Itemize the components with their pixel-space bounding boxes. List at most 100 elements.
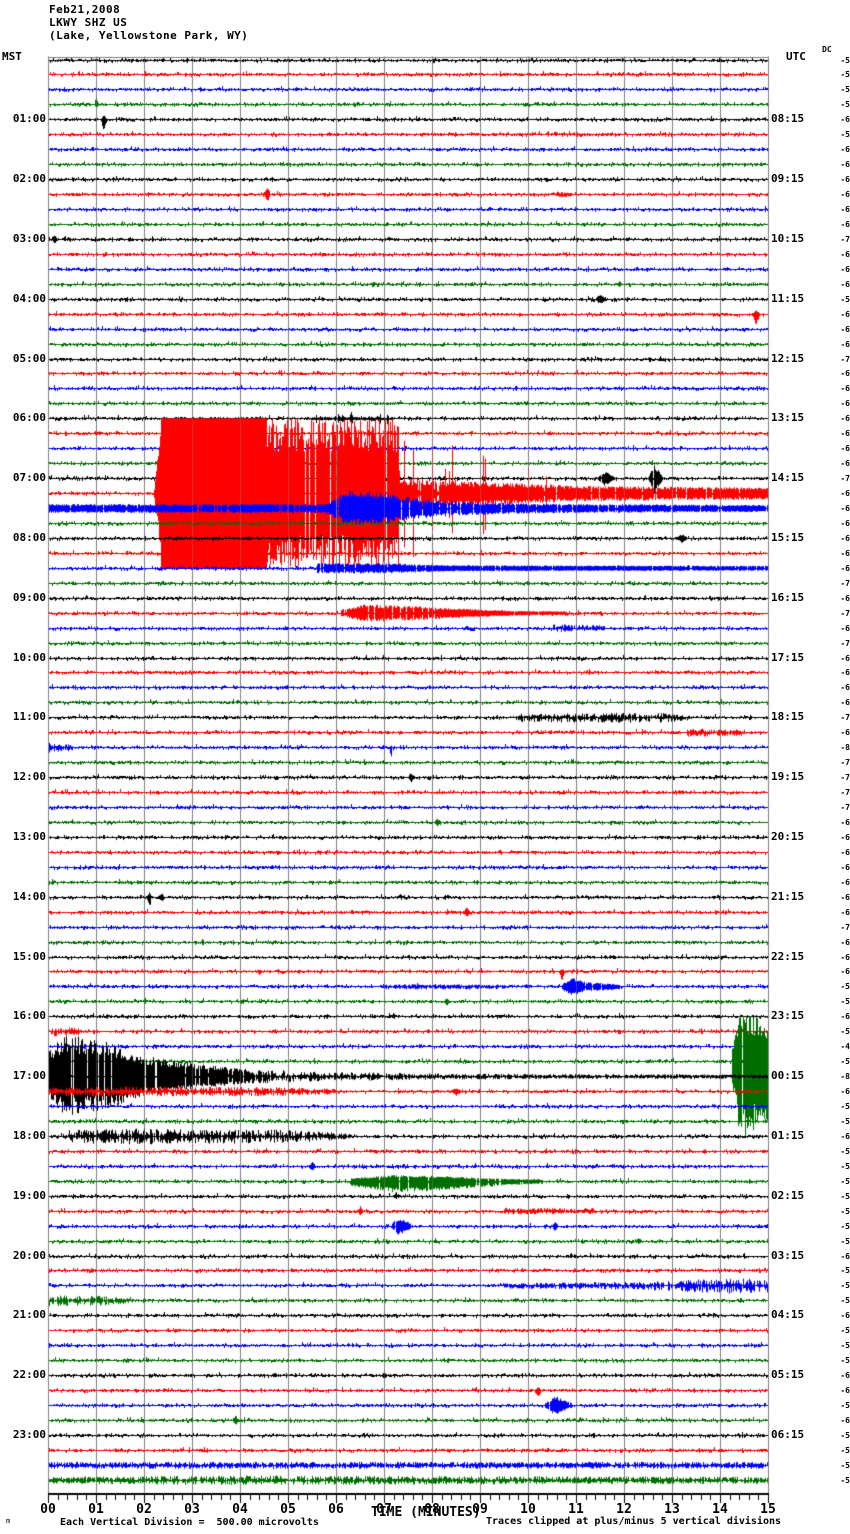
dc-offset-value: -6 — [840, 1415, 850, 1425]
scale-note: Each Vertical Division = 500.00 microvol… — [60, 1517, 319, 1528]
dc-offset-value: -6 — [840, 847, 850, 857]
dc-offset-value: -5 — [840, 1057, 850, 1067]
dc-offset-value: -6 — [840, 683, 850, 693]
mst-hour-label: 23:00 — [12, 1427, 46, 1441]
utc-hour-label: 13:15 — [771, 411, 805, 425]
dc-offset-value: -6 — [840, 668, 850, 678]
dc-offset-value: -7 — [840, 608, 850, 618]
utc-hour-label: 18:15 — [771, 710, 805, 724]
x-axis-minute-label: 02 — [136, 1502, 152, 1517]
mst-hour-label: 01:00 — [12, 112, 46, 126]
dc-offset-value: -7 — [840, 788, 850, 798]
x-axis-minute-label: 09 — [472, 1502, 488, 1517]
x-axis-minute-label: 06 — [328, 1502, 344, 1517]
dc-offset-value: -6 — [840, 1371, 850, 1381]
dc-offset-value: -5 — [840, 1460, 850, 1470]
dc-offset-value: -5 — [840, 1102, 850, 1111]
dc-offset-value: -6 — [840, 1311, 850, 1321]
dc-offset-value: -6 — [840, 907, 850, 917]
dc-offset-value: -6 — [840, 1386, 850, 1396]
utc-hour-label: 08:15 — [771, 112, 805, 126]
dc-offset-value: -6 — [840, 339, 850, 349]
dc-offset-value: -5 — [840, 70, 850, 80]
utc-hour-label: 15:15 — [771, 530, 805, 544]
utc-hour-label: 00:15 — [771, 1069, 805, 1083]
utc-hour-label: 22:15 — [771, 949, 805, 963]
right-timezone-label: UTC — [786, 50, 806, 63]
dc-offset-value: -6 — [840, 369, 850, 379]
x-axis-minute-label: 07 — [376, 1502, 392, 1517]
utc-hour-label: 02:15 — [771, 1188, 805, 1202]
x-axis-minute-label: 08 — [424, 1502, 440, 1517]
mst-hour-label: 04:00 — [12, 291, 46, 305]
dc-offset-value: -6 — [840, 1131, 850, 1141]
dc-offset-value: -6 — [840, 832, 850, 842]
x-axis-minute-label: 05 — [280, 1502, 296, 1517]
dc-offset-value: -6 — [840, 653, 850, 663]
mst-hour-label: 06:00 — [12, 411, 46, 425]
mst-hour-label: 21:00 — [12, 1308, 46, 1322]
dc-offset-value: -5 — [840, 1176, 850, 1186]
dc-offset-value: -6 — [840, 399, 850, 409]
x-axis-minute-label: 01 — [88, 1502, 104, 1517]
dc-offset-value: -6 — [840, 205, 850, 214]
dc-offset-value: -5 — [840, 55, 850, 65]
dc-offset-value: -5 — [840, 85, 850, 95]
corner-mark: m — [6, 1517, 11, 1525]
dc-offset-value: -7 — [840, 758, 850, 768]
dc-offset-value: -6 — [840, 279, 850, 289]
dc-offset-value: -6 — [840, 489, 850, 499]
utc-hour-label: 14:15 — [771, 471, 805, 485]
mst-hour-label: 18:00 — [12, 1128, 46, 1142]
dc-offset-value: -7 — [840, 922, 850, 932]
dc-offset-value: -6 — [840, 1012, 850, 1022]
dc-offset-value: -5 — [840, 1191, 850, 1201]
dc-offset-value: -6 — [840, 533, 850, 543]
utc-hour-label: 19:15 — [771, 770, 805, 784]
mst-hour-label: 20:00 — [12, 1248, 46, 1262]
dc-offset-value: -5 — [840, 294, 850, 304]
utc-hour-label: 09:15 — [771, 172, 805, 186]
dc-offset-value: -5 — [840, 100, 850, 110]
utc-hour-label: 17:15 — [771, 650, 805, 664]
dc-offset-value: -7 — [840, 773, 850, 783]
dc-offset-value: -5 — [840, 1116, 850, 1126]
dc-offset-value: -5 — [840, 1475, 850, 1485]
title-location: (Lake, Yellowstone Park, WY) — [49, 29, 249, 42]
mst-hour-label: 17:00 — [12, 1069, 46, 1083]
dc-offset-value: -6 — [840, 623, 850, 633]
mst-hour-label: 13:00 — [12, 829, 46, 843]
dc-offset-value: -6 — [840, 698, 850, 708]
dc-offset-value: -6 — [840, 892, 850, 902]
x-axis-minute-label: 13 — [664, 1502, 680, 1517]
mst-hour-label: 22:00 — [12, 1368, 46, 1382]
dc-offset-value: -6 — [840, 459, 850, 469]
dc-offset-value: -5 — [840, 1445, 850, 1455]
dc-offset-value: -6 — [840, 967, 850, 977]
title-station: LKWY SHZ US — [49, 16, 128, 29]
dc-offset-value: -6 — [840, 175, 850, 185]
dc-offset-value: -6 — [840, 219, 850, 229]
x-axis-minute-label: 15 — [760, 1502, 776, 1517]
x-axis-minute-label: 11 — [568, 1502, 584, 1517]
dc-offset-value: -7 — [840, 803, 850, 812]
dc-offset-value: -7 — [840, 474, 850, 484]
mst-hour-label: 07:00 — [12, 471, 46, 485]
x-axis-minute-label: 00 — [40, 1502, 56, 1517]
mst-hour-label: 02:00 — [12, 172, 46, 186]
dc-offset-value: -7 — [840, 713, 850, 723]
dc-offset-value: -7 — [840, 234, 850, 244]
dc-offset-value: -6 — [840, 309, 850, 319]
mst-hour-label: 05:00 — [12, 351, 46, 365]
mst-hour-label: 10:00 — [12, 650, 46, 664]
utc-hour-label: 06:15 — [771, 1427, 805, 1441]
dc-offset-value: -5 — [840, 1356, 850, 1366]
mst-hour-label: 15:00 — [12, 949, 46, 963]
dc-offset-value: -6 — [840, 504, 850, 513]
dc-offset-value: -6 — [840, 563, 850, 573]
dc-offset-value: -6 — [840, 593, 850, 603]
dc-offset-value: -6 — [840, 444, 850, 454]
dc-offset-value: -5 — [840, 1326, 850, 1336]
